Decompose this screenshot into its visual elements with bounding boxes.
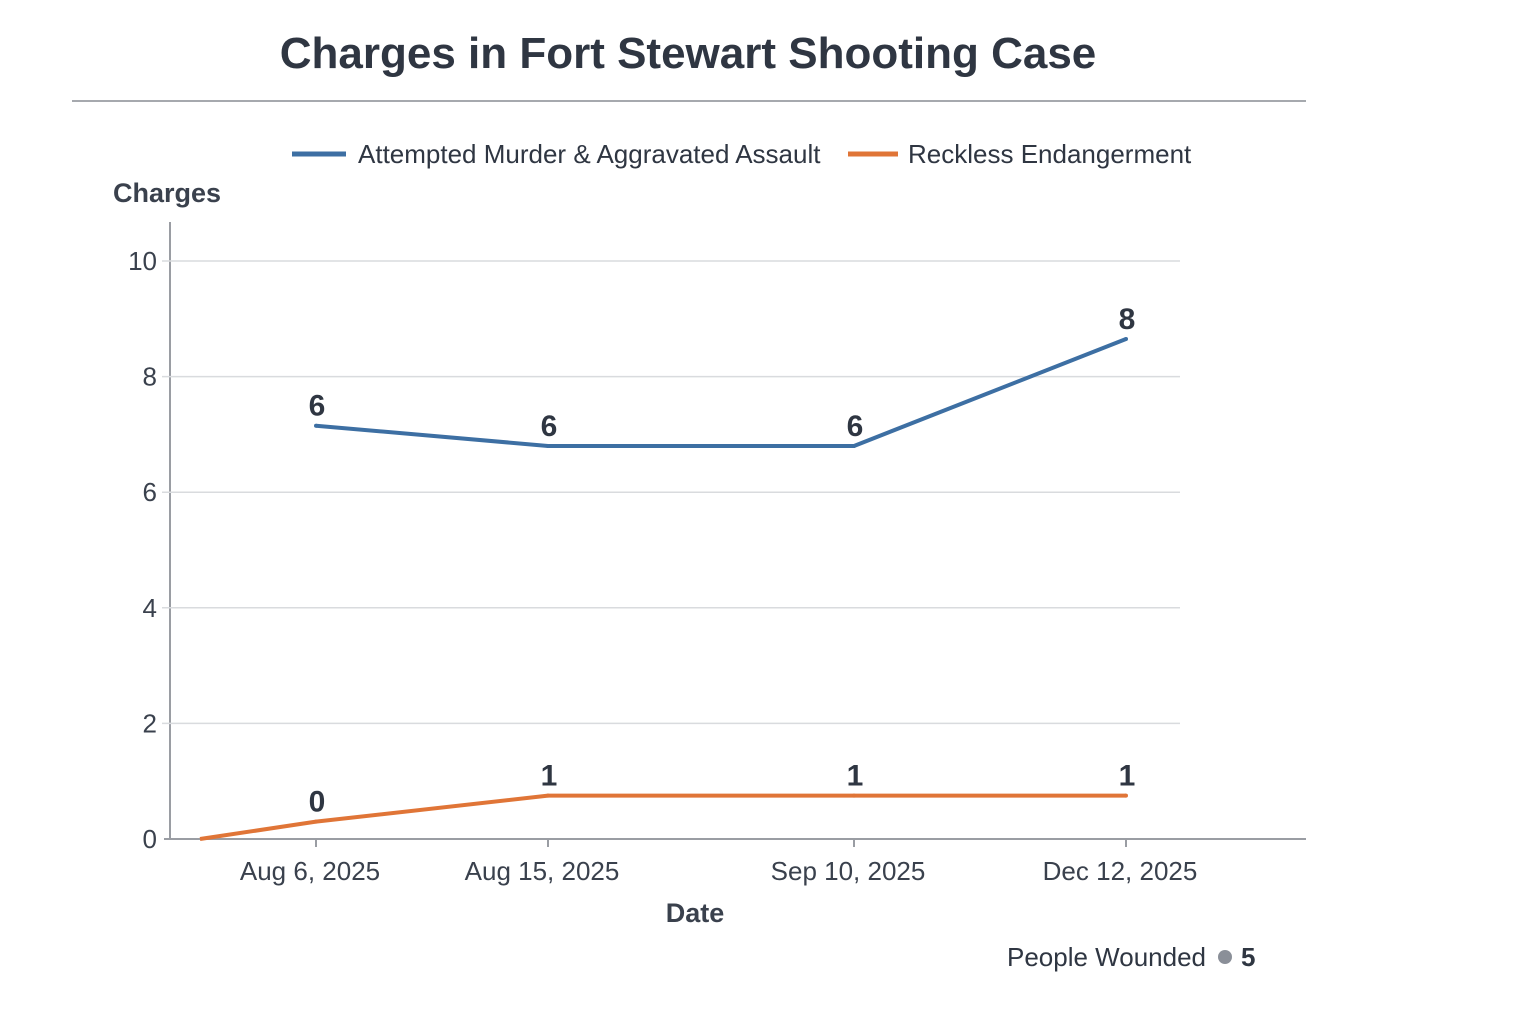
y-axis-title: Charges [113,178,221,208]
data-point [852,443,856,448]
series-line-attempted-murder [315,337,1127,448]
data-label: 6 [541,410,558,443]
x-tick-label: Aug 15, 2025 [465,856,620,886]
series [199,337,1128,841]
people-wounded-label: People Wounded [1007,942,1206,972]
data-label: 6 [847,410,864,443]
x-tick-label: Dec 12, 2025 [1043,856,1198,886]
data-label: 1 [1119,760,1136,793]
chart-title: Charges in Fort Stewart Shooting Case [280,29,1097,78]
data-label: 8 [1119,303,1136,336]
data-point [852,793,856,798]
data-point [314,819,318,824]
data-point [314,423,318,428]
data-label: 0 [309,786,326,819]
x-tick-label: Aug 6, 2025 [240,856,380,886]
y-tick-label: 6 [143,477,157,507]
data-point [1124,337,1128,342]
legend: Attempted Murder & Aggravated Assault Re… [292,139,1192,169]
x-tick-label: Sep 10, 2025 [771,856,926,886]
y-tick-label: 10 [128,246,157,276]
legend-label-reckless-endangerment: Reckless Endangerment [908,139,1192,169]
gridlines [162,260,1180,725]
y-tick-label: 2 [143,708,157,738]
data-label: 1 [847,760,864,793]
y-tick-label: 8 [143,362,157,392]
y-ticks: 0 2 4 6 8 10 [128,246,157,854]
y-tick-label: 0 [143,824,157,854]
data-labels: 6 6 6 8 0 1 1 1 [309,303,1136,819]
data-point [546,443,550,448]
x-axis-title: Date [666,898,725,928]
people-wounded-value: 5 [1241,942,1255,972]
y-tick-label: 4 [143,593,157,623]
people-wounded-annotation: People Wounded 5 [1007,942,1255,972]
people-wounded-dot-icon [1218,950,1232,964]
data-point [546,793,550,798]
data-label: 1 [541,760,558,793]
data-point [1124,793,1128,798]
series-line-reckless-endangerment [199,793,1126,841]
legend-label-attempted-murder: Attempted Murder & Aggravated Assault [358,139,821,169]
x-ticks: Aug 6, 2025 Aug 15, 2025 Sep 10, 2025 Dec 1… [240,839,1197,886]
data-label: 6 [309,390,326,423]
